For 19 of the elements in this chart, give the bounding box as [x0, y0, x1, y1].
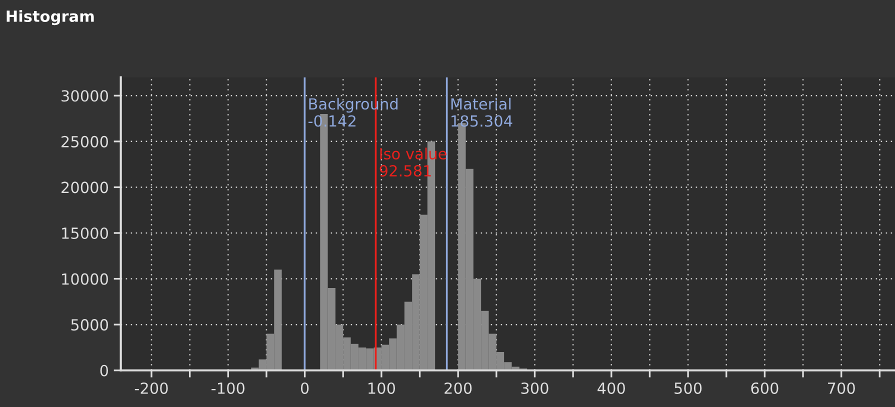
- y-tick-label: 10000: [62, 273, 108, 285]
- x-tick-label: 300: [521, 382, 548, 394]
- y-tick-label: 30000: [62, 90, 108, 102]
- ref-line-label: Material 185.304: [451, 98, 512, 127]
- x-tick-label: 400: [598, 382, 625, 394]
- x-tick-label: 0: [300, 382, 309, 394]
- chart-title: Histogram: [6, 10, 94, 26]
- y-tick-label: 20000: [62, 182, 108, 194]
- x-tick-label: 100: [368, 382, 396, 394]
- x-tick-label: 200: [444, 382, 472, 394]
- x-tick-label: 600: [751, 382, 778, 394]
- y-tick-label: 25000: [62, 136, 108, 148]
- x-tick-label: 500: [674, 382, 702, 394]
- y-tick-label: 5000: [71, 319, 108, 331]
- x-tick-label: -100: [212, 382, 244, 394]
- x-tick-label: -200: [134, 382, 168, 394]
- y-tick-label: 15000: [62, 227, 108, 240]
- y-tick-label: 0: [100, 364, 108, 376]
- x-tick-label: 700: [828, 382, 855, 394]
